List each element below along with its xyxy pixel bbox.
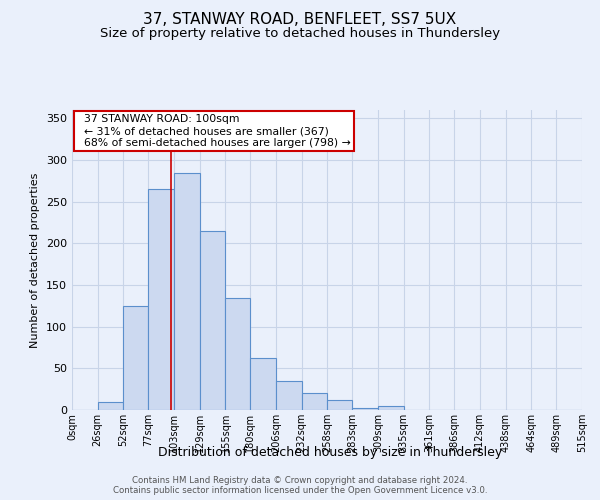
Text: Contains HM Land Registry data © Crown copyright and database right 2024.
Contai: Contains HM Land Registry data © Crown c…	[113, 476, 487, 495]
Bar	[200, 231, 226, 410]
Text: 37, STANWAY ROAD, BENFLEET, SS7 5UX: 37, STANWAY ROAD, BENFLEET, SS7 5UX	[143, 12, 457, 28]
Y-axis label: Number of detached properties: Number of detached properties	[31, 172, 40, 348]
Bar	[302, 394, 328, 410]
Bar	[148, 189, 174, 410]
Bar	[98, 402, 124, 410]
Bar	[352, 408, 378, 410]
Bar	[378, 406, 404, 410]
Bar	[328, 400, 352, 410]
Bar	[250, 358, 276, 410]
Text: Size of property relative to detached houses in Thundersley: Size of property relative to detached ho…	[100, 28, 500, 40]
Text: 37 STANWAY ROAD: 100sqm
  ← 31% of detached houses are smaller (367)
  68% of se: 37 STANWAY ROAD: 100sqm ← 31% of detache…	[77, 114, 351, 148]
Bar	[174, 172, 200, 410]
Bar	[124, 306, 148, 410]
Bar	[276, 381, 302, 410]
Bar	[226, 298, 250, 410]
Text: Distribution of detached houses by size in Thundersley: Distribution of detached houses by size …	[158, 446, 502, 459]
